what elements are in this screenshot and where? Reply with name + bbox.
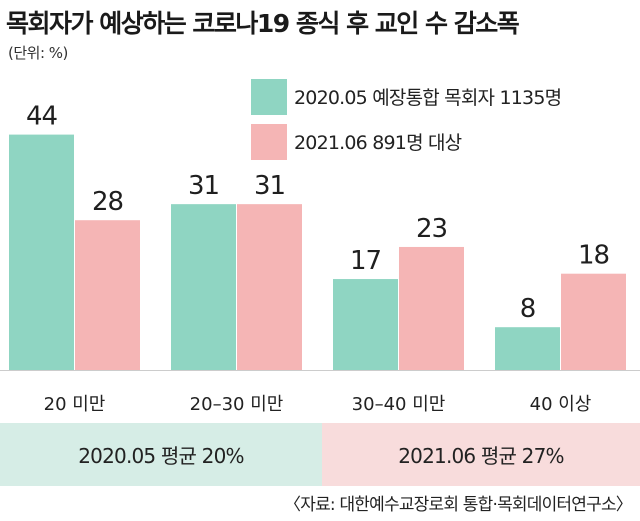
bar-2-3 [399, 246, 464, 370]
data-label-1-4: 8 [520, 294, 536, 324]
bar-1-1 [9, 134, 74, 370]
data-label-1-3: 17 [350, 246, 381, 276]
x-tick-label-3: 30–40 미만 [352, 394, 446, 415]
average-2021: 2021.06 평균 27% [322, 423, 640, 486]
bar-2-4 [561, 273, 626, 370]
bar-1-4 [495, 327, 560, 370]
x-tick-label-4: 40 이상 [530, 394, 592, 415]
bar-2-1 [75, 220, 140, 370]
legend-label-1: 2020.05 예장통합 목회자 1135명 [294, 87, 561, 109]
x-tick-label-1: 20 미만 [44, 394, 106, 415]
legend-swatch-1 [251, 79, 287, 115]
x-tick-label-2: 20–30 미만 [190, 394, 284, 415]
bar-2-2 [237, 204, 302, 370]
data-label-1-2: 31 [188, 171, 219, 201]
bar-1-2 [171, 204, 236, 370]
data-label-2-3: 23 [416, 214, 447, 244]
legend-swatch-2 [251, 124, 287, 160]
data-label-2-2: 31 [254, 171, 285, 201]
chart-title: 목회자가 예상하는 코로나19 종식 후 교인 수 감소폭 [6, 9, 520, 38]
unit-label: (단위: %) [8, 44, 68, 62]
source-note: 〈자료: 대한예수교장로회 통합·목회데이터연구소〉 [284, 495, 633, 515]
average-2020: 2020.05 평균 20% [0, 423, 322, 486]
data-label-2-1: 28 [92, 187, 123, 217]
bar-1-3 [333, 279, 398, 370]
data-label-2-4: 18 [578, 241, 609, 271]
bar-chart: 44 28 20 미만 31 31 20–30 미만 17 23 30–40 미만 8 18 40 이… [0, 79, 640, 415]
data-label-1-1: 44 [26, 102, 58, 132]
legend-label-2: 2021.06 891명 대상 [294, 132, 462, 154]
